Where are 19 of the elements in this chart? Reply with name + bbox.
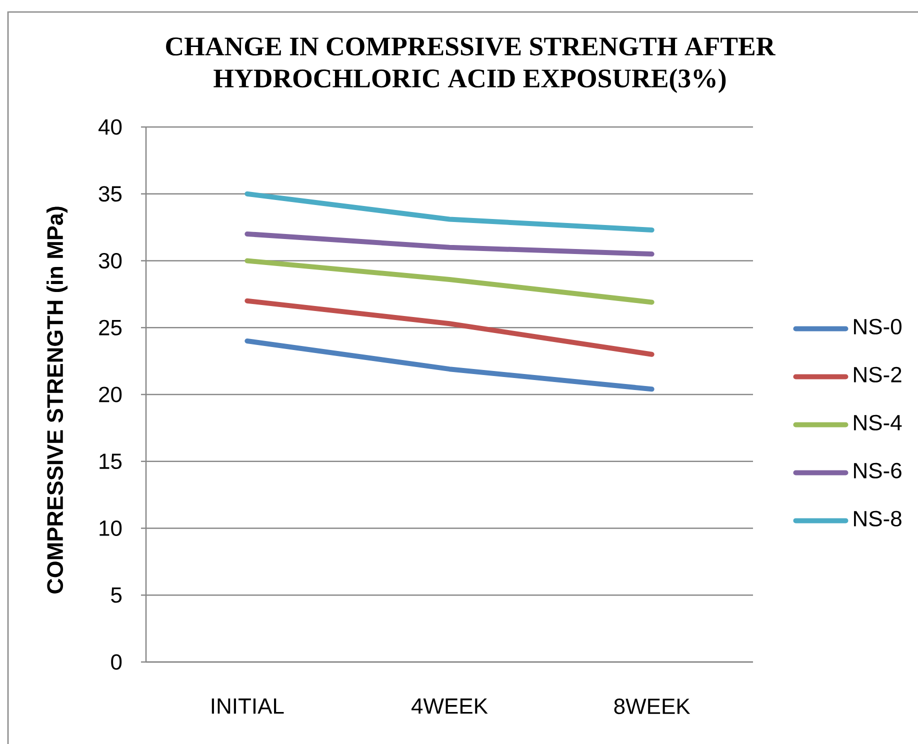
y-axis-title: COMPRESSIVE STRENGTH (in MPa) [46,206,68,594]
y-tick-label: 15 [100,454,122,470]
y-tick-label: 5 [111,587,122,603]
legend-label: NS-4 [854,414,902,430]
legend-label: NS-0 [854,318,902,334]
y-tick-label: 20 [99,386,122,402]
y-tick-label: 25 [99,320,122,336]
x-tick-label: INITIAL [212,698,284,714]
chart-title: CHANGE IN COMPRESSIVE STRENGTH AFTER HYDROCHLORIC ACID EXPOSURE(3%) [166,38,776,93]
y-tick-label: 40 [98,119,122,135]
y-tick-label: 35 [98,186,122,202]
x-tick-label: 4WEEK [411,698,488,714]
legend-label: NS-2 [854,366,902,382]
y-tick-label: 10 [100,520,122,536]
x-tick-label: 8WEEK [614,698,690,714]
legend-label: NS-8 [854,510,902,526]
y-tick-label: 0 [111,654,122,670]
legend-label: NS-6 [854,462,902,478]
y-tick-label: 30 [98,252,122,269]
